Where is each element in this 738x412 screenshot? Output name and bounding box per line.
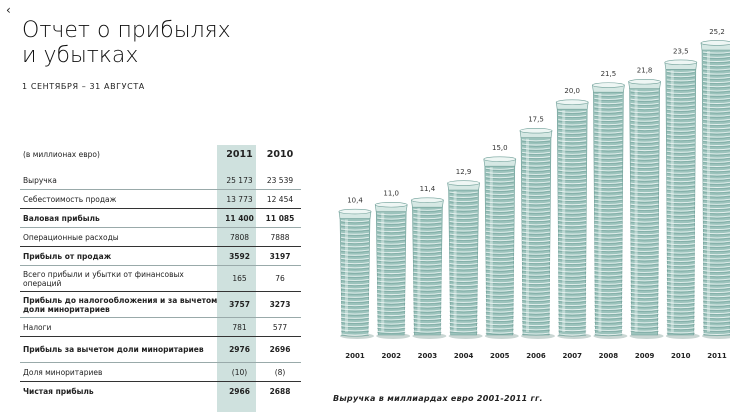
revenue-glass-stack-chart: 10,4 2001 11,0 2002 11,4 2003 12,9 2004 15,0 2005… [338,28,730,360]
table-row: Налоги 781 577 [20,317,301,337]
row-label: Налоги [20,317,220,337]
row-value-2011: 3757 [220,291,259,318]
row-label: Прибыль до налогообложения и за вычетом … [20,291,220,318]
row-label: Чистая прибыль [23,386,94,396]
row-value-2011: (10) [220,362,259,382]
bar-value-label: 21,5 [601,70,617,78]
category-label: 2006 [526,352,546,360]
period-label: 1 СЕНТЯБРЯ – 31 АВГУСТА [22,82,145,91]
chart-bar [592,82,628,339]
chart-bar [374,202,411,339]
row-value-2010: 3197 [259,246,301,266]
category-label: 2001 [345,352,365,360]
table-row: Прибыль за вычетом доли миноритариев 297… [20,336,301,363]
page-title-line-1: Отчет о прибылях [22,18,231,43]
category-label: 2003 [418,352,438,360]
row-label: Прибыль от продаж [20,246,220,266]
row-value-2011: 2976 [220,336,259,363]
row-label: Всего прибыли и убытки от финансовых опе… [20,265,220,292]
chart-bar [664,59,700,339]
chart-bar [555,99,592,339]
unit-label: (в миллионах евро) [23,149,100,159]
chart-bar [411,197,447,339]
table-row: Прибыль до налогообложения и за вычетом … [20,291,301,318]
bar-value-label: 12,9 [456,168,472,176]
chart-bar [447,180,483,339]
chart-bar [700,40,730,339]
row-value-2011: 13 773 [220,189,259,209]
row-value-2010: (8) [259,362,301,382]
column-header-2011: 2011 [226,148,253,160]
row-value-2010: 2696 [259,336,301,363]
category-label: 2002 [381,352,401,360]
row-value-2010: 11 085 [259,208,301,228]
row-value-2010: 23 539 [259,171,301,190]
row-value-2010: 12 454 [259,189,301,209]
row-value-2011: 11 400 [220,208,259,228]
bar-value-label: 10,4 [347,197,363,205]
bar-value-label: 11,0 [383,190,399,198]
category-label: 2010 [671,352,691,360]
category-label: 2011 [707,352,727,360]
row-label: Себестоимость продаж [20,189,220,209]
table-row: Доля миноритариев (10) (8) [20,362,301,382]
category-label: 2008 [599,352,619,360]
chart-caption: Выручка в миллиардах евро 2001-2011 гг. [333,394,543,403]
table-row: Всего прибыли и убытки от финансовых опе… [20,265,301,292]
row-label: Операционные расходы [20,227,220,247]
table-row: Валовая прибыль 11 400 11 085 [20,208,301,228]
chart-bar [483,156,519,339]
bar-value-label: 15,0 [492,144,508,152]
table-row: Чистая прибыль 2966 2688 [20,382,301,401]
chart-bar [519,127,555,339]
row-label: Прибыль за вычетом доли миноритариев [20,336,220,363]
row-label: Валовая прибыль [20,208,220,228]
row-value-2011: 7808 [220,227,259,247]
chevron-left-icon[interactable]: ‹ [6,3,11,17]
row-label: Доля миноритариев [20,362,220,382]
table-row: Себестоимость продаж 13 773 12 454 [20,189,301,209]
row-value-2010: 7888 [259,227,301,247]
category-label: 2005 [490,352,510,360]
table-row: Операционные расходы 7808 7888 [20,227,301,247]
row-value-2010: 76 [259,265,301,292]
table-row: Выручка 25 173 23 539 [20,171,301,190]
row-value-2010: 2688 [269,386,291,396]
table-row: Прибыль от продаж 3592 3197 [20,246,301,266]
row-value-2011: 165 [220,265,259,292]
income-statement-table: (в миллионах евро) 2011 2010 Выручка 25 … [20,145,301,400]
category-label: 2007 [562,352,582,360]
bar-value-label: 23,5 [673,47,689,55]
page-title: Отчет о прибылях и убытках [22,18,231,68]
bar-value-label: 25,2 [709,28,725,36]
row-value-2010: 577 [259,317,301,337]
table-header-row: (в миллионах евро) 2011 2010 [20,145,301,163]
row-value-2010: 3273 [259,291,301,318]
chart-bar [628,79,664,339]
row-value-2011: 25 173 [220,171,259,190]
row-value-2011: 3592 [220,246,259,266]
column-header-2010: 2010 [266,148,294,160]
row-value-2011: 2966 [229,386,250,396]
category-label: 2009 [635,352,655,360]
bar-value-label: 11,4 [420,185,436,193]
category-label: 2004 [454,352,474,360]
chart-bar [338,208,374,339]
page-title-line-2: и убытках [22,43,139,68]
row-value-2011: 781 [220,317,259,337]
bar-value-label: 20,0 [564,87,580,95]
bar-value-label: 21,8 [637,67,653,75]
row-label: Выручка [20,171,220,190]
bar-value-label: 17,5 [528,116,544,124]
